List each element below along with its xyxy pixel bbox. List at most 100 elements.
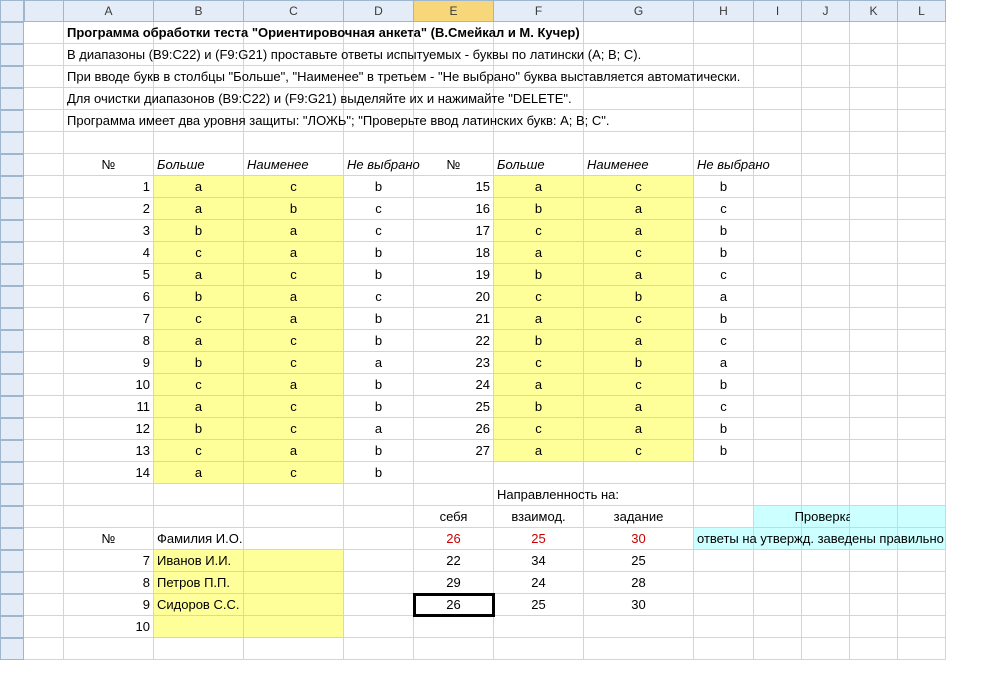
cell-H9[interactable]: c: [694, 198, 754, 220]
cell-F27[interactable]: 25: [494, 594, 584, 616]
cell-C12[interactable]: c: [244, 264, 344, 286]
cell-L10[interactable]: [898, 220, 946, 242]
cell-J28[interactable]: [802, 616, 850, 638]
cell-H17[interactable]: b: [694, 374, 754, 396]
cell-L25[interactable]: [898, 550, 946, 572]
cell-K28[interactable]: [850, 616, 898, 638]
cell-E8[interactable]: 15: [414, 176, 494, 198]
cell-G26[interactable]: 28: [584, 572, 694, 594]
column-header-B[interactable]: B: [154, 0, 244, 22]
cell-A8[interactable]: 1: [64, 176, 154, 198]
cell-K6[interactable]: [850, 132, 898, 154]
cell-A16[interactable]: 9: [64, 352, 154, 374]
cell-J7[interactable]: [802, 154, 850, 176]
row-header-26[interactable]: [0, 572, 24, 594]
cell-L21[interactable]: [898, 462, 946, 484]
cell-E9[interactable]: 16: [414, 198, 494, 220]
cell-D26[interactable]: [344, 572, 414, 594]
cell-C9[interactable]: b: [244, 198, 344, 220]
row-header-8[interactable]: [0, 176, 24, 198]
cell-K10[interactable]: [850, 220, 898, 242]
cell-J17[interactable]: [802, 374, 850, 396]
cell-D28[interactable]: [344, 616, 414, 638]
cell-A2[interactable]: В диапазоны (B9:C22) и (F9:G21) проставь…: [64, 44, 154, 66]
cell-G1[interactable]: [584, 22, 694, 44]
row-header-4[interactable]: [0, 88, 24, 110]
cell-A10[interactable]: 3: [64, 220, 154, 242]
cell-J4[interactable]: [802, 88, 850, 110]
cell-C22[interactable]: [244, 484, 344, 506]
cell-J26[interactable]: [802, 572, 850, 594]
cell-J9[interactable]: [802, 198, 850, 220]
cell-H22[interactable]: [694, 484, 754, 506]
cell-K22[interactable]: [850, 484, 898, 506]
cell-H19[interactable]: b: [694, 418, 754, 440]
cell-A11[interactable]: 4: [64, 242, 154, 264]
cell-K17[interactable]: [850, 374, 898, 396]
cell-A17[interactable]: 10: [64, 374, 154, 396]
cell-K29[interactable]: [850, 638, 898, 660]
cell-D23[interactable]: [344, 506, 414, 528]
cell-G29[interactable]: [584, 638, 694, 660]
cell-I18[interactable]: [754, 396, 802, 418]
cell-G18[interactable]: a: [584, 396, 694, 418]
cell-L3[interactable]: [898, 66, 946, 88]
cell-J3[interactable]: [802, 66, 850, 88]
cell-J22[interactable]: [802, 484, 850, 506]
cell-A9[interactable]: 2: [64, 198, 154, 220]
cell-J14[interactable]: [802, 308, 850, 330]
cell-B9[interactable]: a: [154, 198, 244, 220]
cell-J5[interactable]: [802, 110, 850, 132]
column-header-E[interactable]: E: [414, 0, 494, 22]
cell-B27[interactable]: Сидоров С.С.: [154, 594, 244, 616]
row-header-10[interactable]: [0, 220, 24, 242]
cell-J8[interactable]: [802, 176, 850, 198]
cell-F14[interactable]: a: [494, 308, 584, 330]
cell-I6[interactable]: [754, 132, 802, 154]
row-header-28[interactable]: [0, 616, 24, 638]
cell-B11[interactable]: c: [154, 242, 244, 264]
cell-A20[interactable]: 13: [64, 440, 154, 462]
cell-D15[interactable]: b: [344, 330, 414, 352]
cell-G17[interactable]: c: [584, 374, 694, 396]
cell-F9[interactable]: b: [494, 198, 584, 220]
cell-D9[interactable]: c: [344, 198, 414, 220]
cell-H20[interactable]: b: [694, 440, 754, 462]
cell-I10[interactable]: [754, 220, 802, 242]
cell-G8[interactable]: c: [584, 176, 694, 198]
cell-L15[interactable]: [898, 330, 946, 352]
row-header-24[interactable]: [0, 528, 24, 550]
cell-G21[interactable]: [584, 462, 694, 484]
cell-L19[interactable]: [898, 418, 946, 440]
cell-B26[interactable]: Петров П.П.: [154, 572, 244, 594]
cell-J27[interactable]: [802, 594, 850, 616]
cell-F21[interactable]: [494, 462, 584, 484]
cell-L5[interactable]: [898, 110, 946, 132]
cell-F16[interactable]: c: [494, 352, 584, 374]
cell-H2[interactable]: [694, 44, 754, 66]
cell-F29[interactable]: [494, 638, 584, 660]
row-header-20[interactable]: [0, 440, 24, 462]
cell-G12[interactable]: a: [584, 264, 694, 286]
cell-E11[interactable]: 18: [414, 242, 494, 264]
cell-H26[interactable]: [694, 572, 754, 594]
cell-L27[interactable]: [898, 594, 946, 616]
cell-A27[interactable]: 9: [64, 594, 154, 616]
cell-E28[interactable]: [414, 616, 494, 638]
cell-F17[interactable]: a: [494, 374, 584, 396]
cell-J13[interactable]: [802, 286, 850, 308]
cell-C26[interactable]: [244, 572, 344, 594]
cell-F7[interactable]: Больше: [494, 154, 584, 176]
cell-F12[interactable]: b: [494, 264, 584, 286]
cell-A5[interactable]: Программа имеет два уровня защиты: "ЛОЖЬ…: [64, 110, 154, 132]
cell-C24[interactable]: [244, 528, 344, 550]
cell-H27[interactable]: [694, 594, 754, 616]
cell-A3[interactable]: При вводе букв в столбцы "Больше", "Наим…: [64, 66, 154, 88]
cell-C23[interactable]: [244, 506, 344, 528]
cell-D6[interactable]: [344, 132, 414, 154]
cell-B17[interactable]: c: [154, 374, 244, 396]
cell-D24[interactable]: [344, 528, 414, 550]
cell-G14[interactable]: c: [584, 308, 694, 330]
cell-E10[interactable]: 17: [414, 220, 494, 242]
cell-G10[interactable]: a: [584, 220, 694, 242]
